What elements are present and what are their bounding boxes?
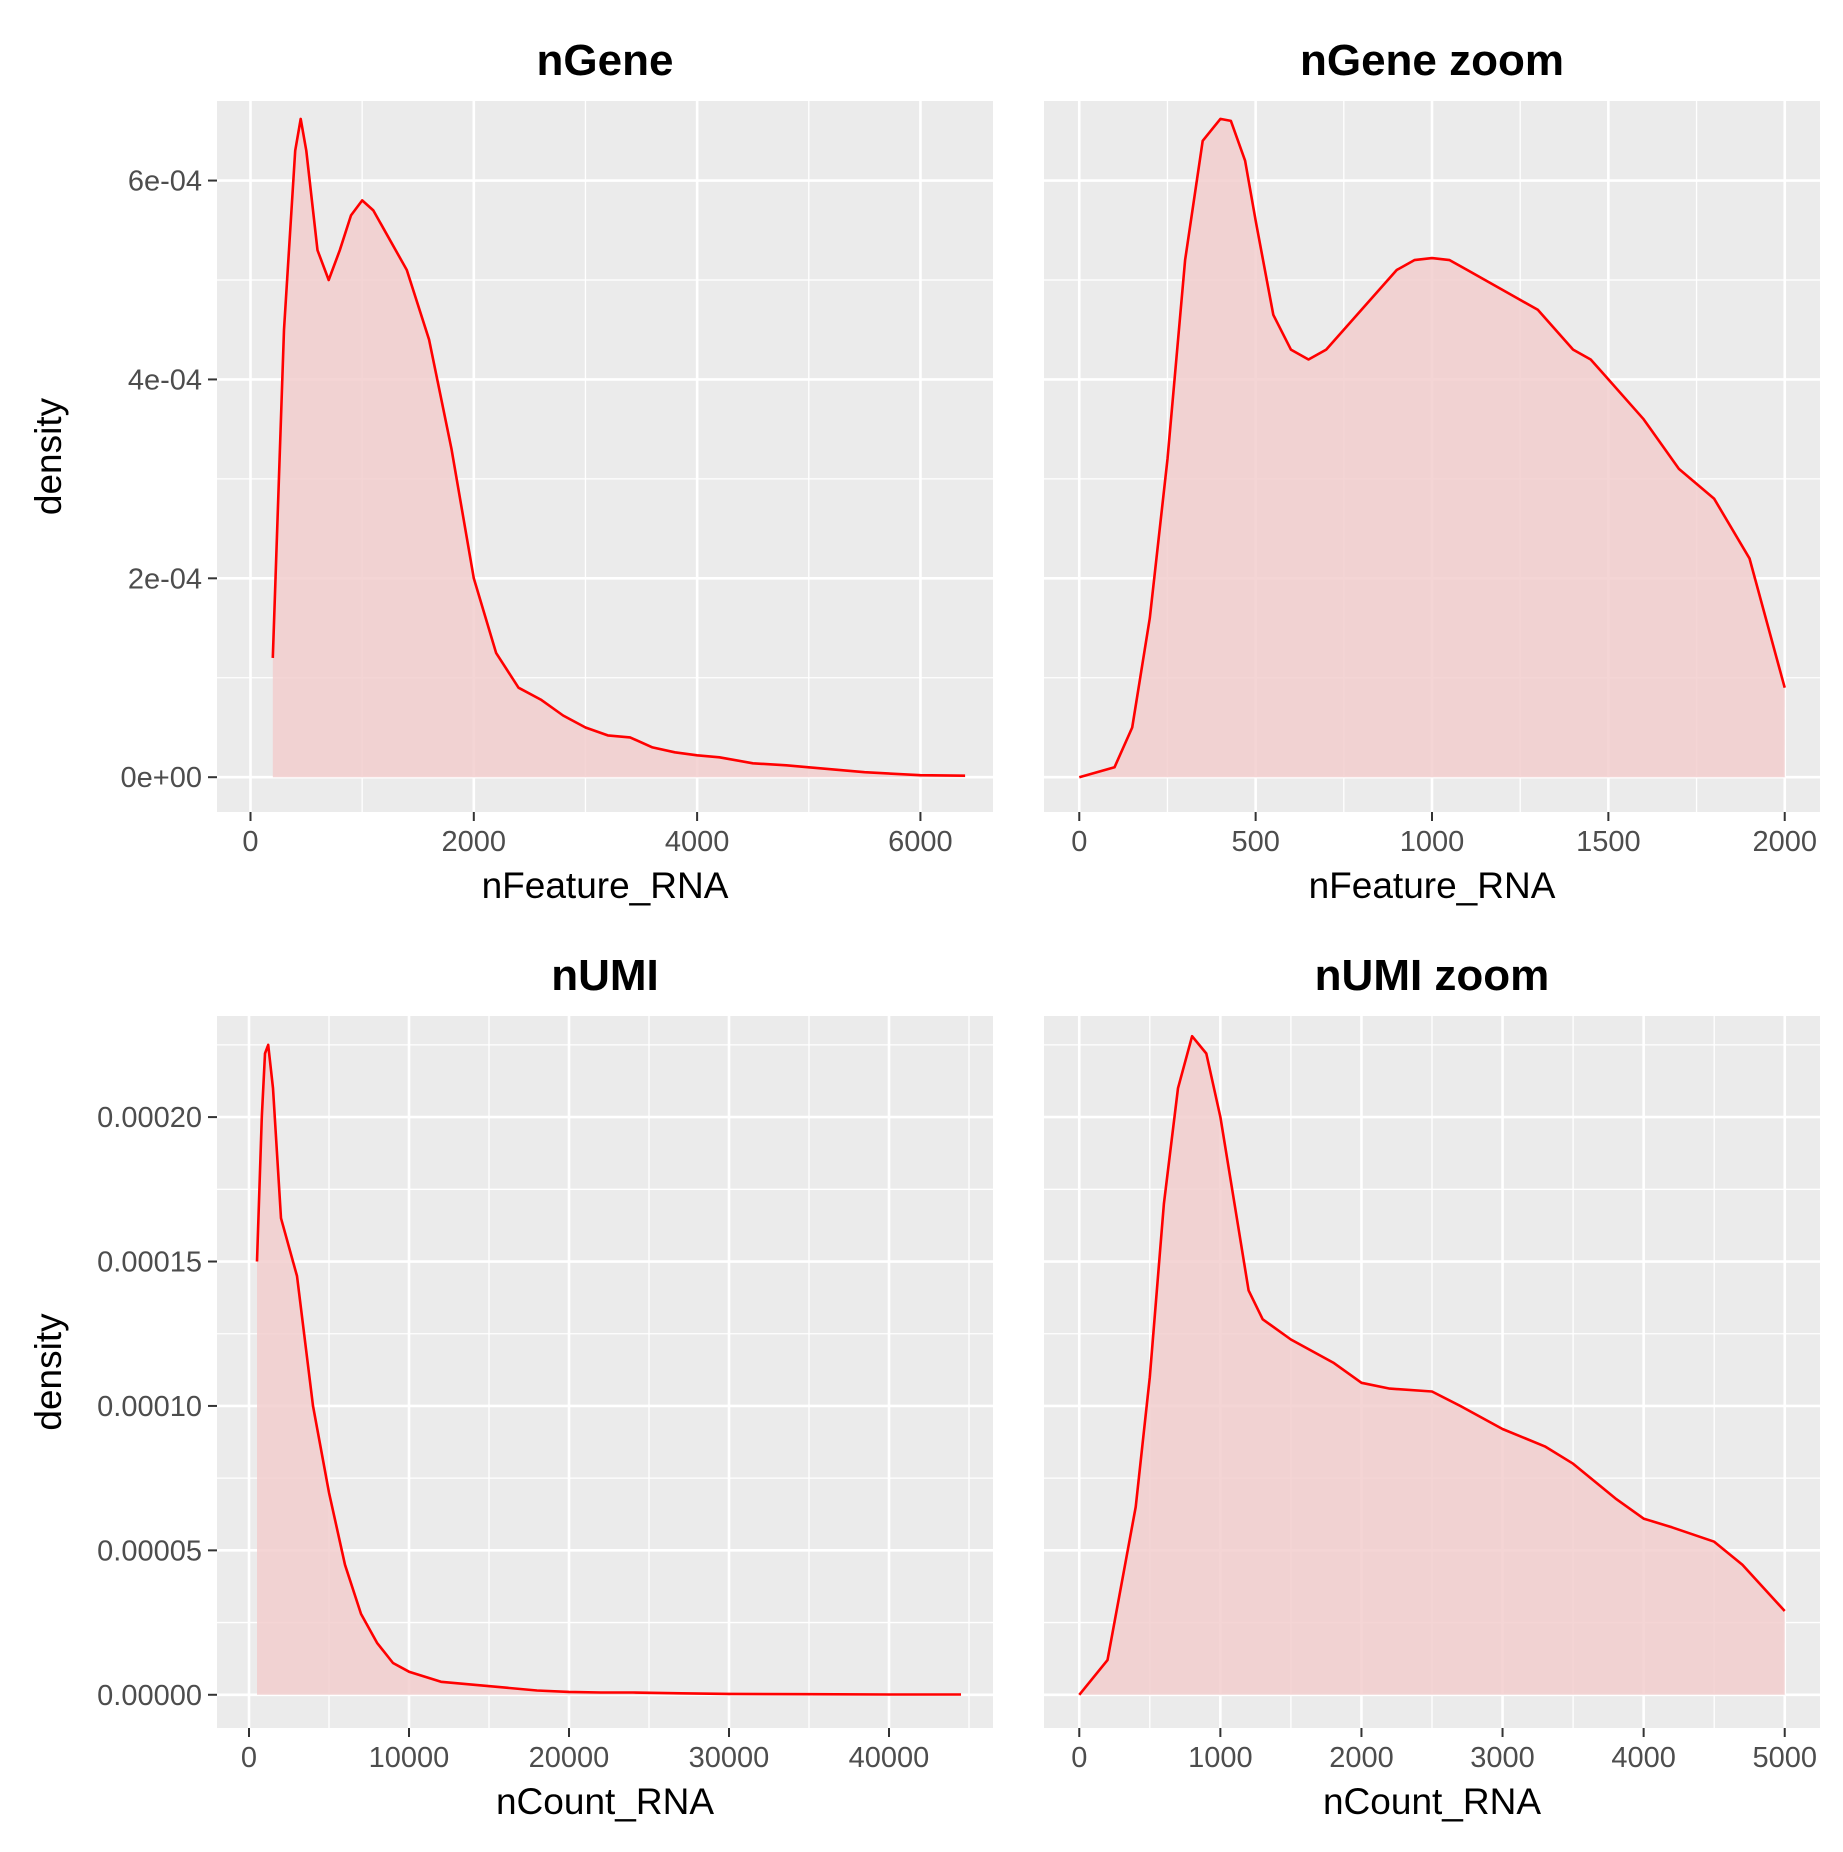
density-area — [257, 1044, 961, 1695]
density-line — [271, 117, 966, 777]
x-tick-label: 0 — [241, 1742, 257, 1774]
panel-1: 0 2000 4000 6000 0e+00 2e-04 4e-04 6e-04 nGene nF… — [28, 36, 993, 906]
x-tick-label: 5000 — [1752, 1742, 1817, 1774]
density-area — [1079, 118, 1785, 778]
x-tick-label: 2000 — [1329, 1742, 1394, 1774]
x-axis-title: nCount_RNA — [1323, 1781, 1541, 1822]
panel-2: 0 500 1000 1500 2000 nGene zoom nFeature_RNA — [1044, 36, 1820, 906]
x-tick-label: 30000 — [689, 1742, 770, 1774]
y-tick-label: 4e-04 — [128, 364, 202, 396]
density-area — [1079, 1036, 1785, 1695]
x-tick-label: 20000 — [529, 1742, 610, 1774]
density-line — [1078, 117, 1786, 779]
x-tick-label: 4000 — [1611, 1742, 1676, 1774]
panel-title: nGene — [537, 36, 674, 85]
x-tick-label: 10000 — [369, 1742, 450, 1774]
x-tick-label: 0 — [1071, 826, 1087, 858]
x-tick-label: 40000 — [849, 1742, 930, 1774]
x-tick-label: 1500 — [1576, 826, 1641, 858]
x-axis-title: nFeature_RNA — [482, 865, 729, 906]
x-tick-label: 4000 — [665, 826, 730, 858]
x-tick-label: 2000 — [1752, 826, 1817, 858]
y-axis-title: density — [28, 1313, 69, 1431]
y-tick-label: 0.00010 — [97, 1391, 202, 1423]
y-tick-label: 0.00005 — [97, 1535, 202, 1567]
y-tick-label: 2e-04 — [128, 563, 202, 595]
density-area — [272, 118, 966, 778]
y-tick-label: 0.00015 — [97, 1247, 202, 1279]
x-axis-title: nFeature_RNA — [1309, 865, 1556, 906]
y-tick-label: 0.00020 — [97, 1102, 202, 1134]
gridlines — [217, 1016, 993, 1728]
panel-title: nUMI zoom — [1315, 951, 1550, 1000]
y-tick-label: 6e-04 — [128, 166, 202, 198]
x-tick-label: 1000 — [1188, 1742, 1253, 1774]
y-axis-title: density — [28, 397, 69, 515]
x-axis-title: nCount_RNA — [496, 1781, 714, 1822]
y-tick-label: 0e+00 — [121, 762, 202, 794]
panel-4: 0 1000 2000 3000 4000 5000 nUMI zoom nCount_RNA — [1044, 951, 1820, 1822]
y-tick-label: 0.00000 — [97, 1680, 202, 1712]
panel-3: 0 10000 20000 30000 40000 0.00000 0.00005 0.000… — [28, 951, 993, 1822]
x-tick-label: 0 — [242, 826, 258, 858]
panel-title: nGene zoom — [1300, 36, 1564, 85]
x-tick-label: 0 — [1071, 1742, 1087, 1774]
density-line — [255, 1043, 961, 1696]
x-tick-label: 2000 — [442, 826, 507, 858]
x-tick-label: 3000 — [1470, 1742, 1535, 1774]
x-tick-label: 6000 — [888, 826, 953, 858]
x-tick-label: 500 — [1231, 826, 1279, 858]
panel-title: nUMI — [551, 951, 659, 1000]
density-line — [1078, 1034, 1786, 1696]
x-tick-label: 1000 — [1400, 826, 1465, 858]
